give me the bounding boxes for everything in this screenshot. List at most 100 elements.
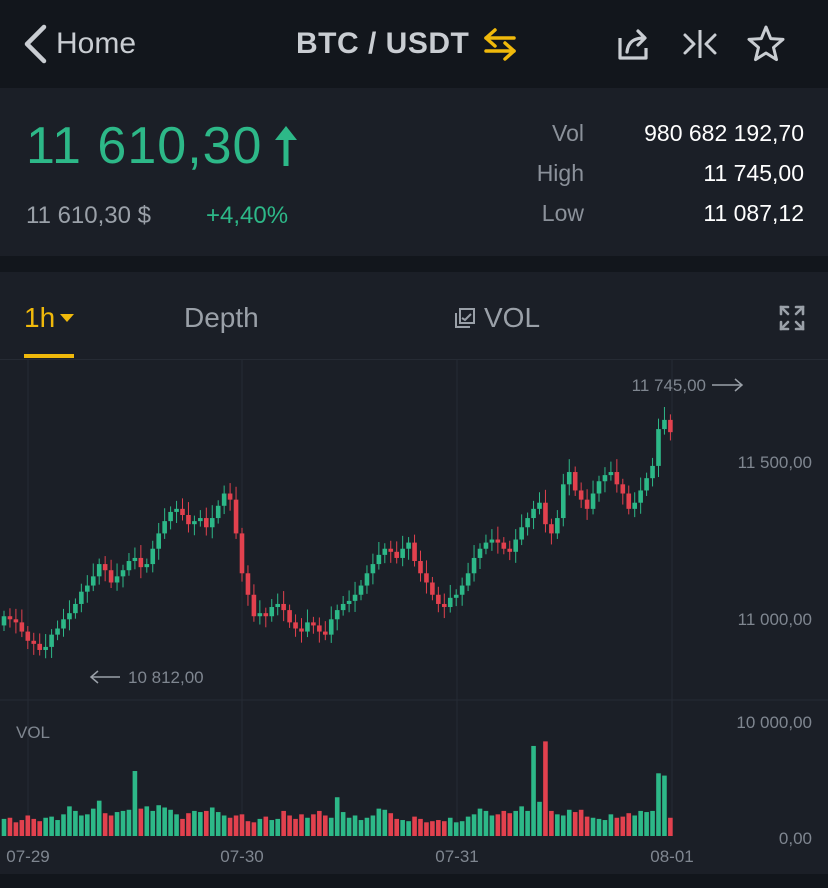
candle-body (239, 533, 245, 574)
volume-bar (79, 815, 84, 836)
candle-body (323, 631, 328, 635)
candle-body (370, 564, 376, 574)
volume-bar (507, 813, 513, 836)
candle-body (483, 542, 489, 549)
kline-chart[interactable]: 11 500,00 11 000,00 10 000,00 0,00 VOL 07-29 0… (0, 360, 828, 874)
volume-bar (584, 816, 590, 836)
candle-body (376, 554, 382, 565)
volume-bar (620, 816, 626, 836)
candle-body (227, 493, 233, 500)
price-axis-label: 11 500,00 (738, 453, 812, 472)
volume-bar (245, 821, 251, 836)
swap-icon[interactable] (483, 27, 517, 61)
volume-bar (323, 815, 328, 836)
volume-bar (340, 812, 346, 836)
time-axis-label: 07-30 (220, 847, 263, 866)
candle-body (513, 539, 518, 552)
volume-bar (483, 810, 489, 836)
volume-bar (132, 771, 138, 836)
favorite-button[interactable] (746, 24, 786, 64)
volume-bar (644, 812, 649, 836)
tab-depth[interactable]: Depth (184, 302, 259, 334)
candle-body (126, 561, 132, 571)
volume-bar (263, 816, 269, 836)
candle-body (305, 622, 310, 632)
candle-body (394, 551, 399, 558)
volume-axis-label: 10 000,00 (736, 713, 812, 732)
volume-bar (346, 817, 352, 836)
candle-body (168, 511, 173, 522)
price-axis-label: 11 000,00 (738, 610, 812, 629)
volume-bar (126, 809, 132, 836)
candle-body (257, 613, 263, 617)
volume-bar (251, 822, 257, 836)
volume-bar (465, 816, 471, 836)
volume-bar (471, 814, 477, 836)
candle-body (584, 499, 590, 509)
candle-body (578, 490, 584, 500)
candle-body (281, 603, 286, 611)
candle-body (364, 573, 370, 586)
compare-icon (683, 30, 717, 58)
volume-bar (269, 820, 275, 836)
compare-button[interactable] (680, 24, 720, 64)
candle-body (626, 493, 632, 509)
candle-body (531, 508, 536, 519)
volume-bar (608, 814, 614, 836)
candle-body (96, 564, 102, 577)
volume-bar (566, 809, 572, 836)
pair-selector[interactable]: BTC / USDT (296, 22, 517, 66)
stat-vol: Vol 980 682 192,70 (504, 120, 804, 150)
candle-body (572, 472, 578, 491)
stat-low: Low 11 087,12 (504, 200, 804, 230)
candle-body (346, 600, 352, 604)
last-price-value: 11 610,30 (26, 117, 263, 175)
volume-bar (430, 821, 435, 836)
kline-svg[interactable]: 11 500,00 11 000,00 10 000,00 0,00 VOL 07-29 0… (0, 360, 828, 874)
fullscreen-button[interactable] (778, 304, 806, 332)
candle-body (156, 533, 161, 549)
candle-body (108, 570, 114, 583)
candle-body (13, 619, 19, 623)
high-marker-arrowhead (734, 378, 744, 392)
volume-bar (501, 810, 507, 836)
tab-interval[interactable]: 1h (24, 302, 75, 334)
price-change-percent: +4,40% (206, 202, 289, 229)
candle-body (90, 576, 96, 586)
candle-body (31, 640, 37, 644)
volume-bar (55, 820, 60, 836)
tab-indicator[interactable]: VOL (454, 302, 540, 334)
high-marker-label: 11 745,00 (632, 376, 706, 395)
back-button[interactable]: Home (22, 20, 136, 68)
stat-value: 980 682 192,70 (644, 120, 804, 146)
volume-bar (549, 810, 554, 836)
volume-bar (638, 810, 643, 836)
volume-bar (25, 815, 31, 836)
candle-body (61, 619, 66, 629)
volume-bar (204, 810, 209, 836)
candle-body (269, 607, 275, 617)
candle-body (638, 490, 643, 503)
candle-body (537, 502, 542, 509)
ticker-panel: 11 610,30 11 610,30 $ +4,40% Vol 980 682… (0, 88, 828, 256)
stat-value: 11 087,12 (703, 200, 804, 226)
last-price: 11 610,30 (26, 116, 300, 176)
volume-bar (90, 808, 96, 836)
candle-body (144, 564, 150, 568)
candle-body (453, 594, 459, 598)
volume-bar (150, 810, 156, 836)
volume-bar (85, 814, 90, 836)
stat-value: 11 745,00 (703, 160, 804, 186)
candle-body (251, 594, 257, 617)
volume-bar (626, 813, 632, 836)
candle-body (447, 597, 453, 608)
stat-label: Vol (552, 120, 584, 146)
volume-bar (102, 813, 108, 836)
indicator-label: VOL (484, 302, 541, 333)
share-button[interactable] (614, 24, 654, 64)
candle-body (55, 628, 60, 635)
candle-body (150, 548, 156, 565)
arrow-up-icon (275, 126, 298, 166)
depth-label: Depth (184, 302, 259, 333)
candle-body (37, 643, 42, 650)
